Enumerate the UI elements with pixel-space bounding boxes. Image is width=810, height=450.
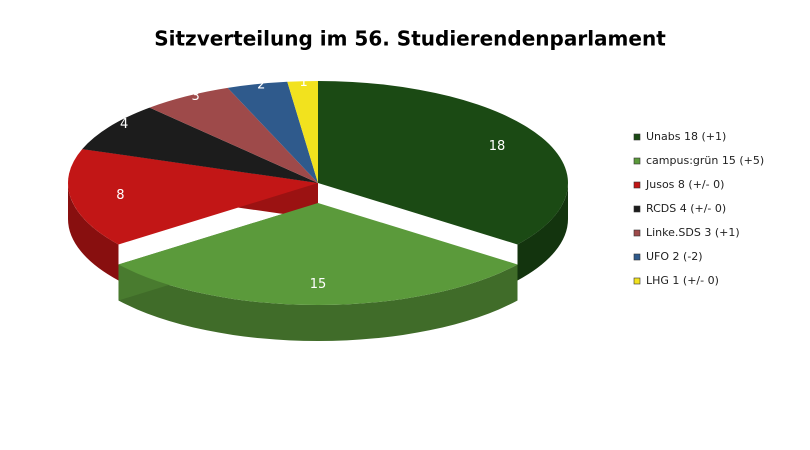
legend: Unabs 18 (+1) campus:grün 15 (+5) Jusos 8 …	[633, 130, 764, 287]
legend-swatch	[633, 277, 641, 285]
data-label: 2	[257, 78, 265, 93]
legend-swatch	[633, 253, 641, 261]
data-label: 4	[120, 117, 128, 132]
pie-tops	[67, 81, 568, 306]
slice	[67, 149, 318, 245]
slice	[149, 87, 318, 183]
legend-label: Unabs 18 (+1)	[646, 130, 726, 143]
slice	[118, 203, 518, 306]
data-label: 18	[489, 139, 506, 154]
legend-label: Jusos 8 (+/- 0)	[645, 178, 724, 191]
slice	[287, 81, 318, 183]
data-label: 15	[310, 277, 327, 292]
legend-swatch	[633, 157, 641, 165]
slice-side	[118, 264, 518, 341]
data-labels: 18 15 8 4 3 2 1	[116, 75, 505, 292]
slice	[318, 81, 568, 245]
chart-title: Sitzverteilung im 56. Studierendenparlam…	[154, 27, 666, 51]
legend-label: RCDS 4 (+/- 0)	[646, 202, 726, 215]
legend-swatch	[633, 205, 641, 213]
legend-label: UFO 2 (-2)	[646, 250, 703, 263]
slice	[82, 107, 318, 183]
legend-swatch	[633, 229, 641, 237]
slice	[227, 81, 318, 183]
legend-swatch	[633, 181, 641, 189]
slice-side	[68, 183, 119, 281]
legend-swatch	[633, 133, 641, 141]
slice-side	[517, 183, 568, 281]
data-label: 3	[191, 89, 199, 104]
legend-label: Linke.SDS 3 (+1)	[646, 226, 740, 239]
data-label: 8	[116, 188, 124, 203]
legend-label: campus:grün 15 (+5)	[646, 154, 764, 167]
data-label: 1	[300, 75, 308, 90]
legend-label: LHG 1 (+/- 0)	[646, 274, 719, 287]
